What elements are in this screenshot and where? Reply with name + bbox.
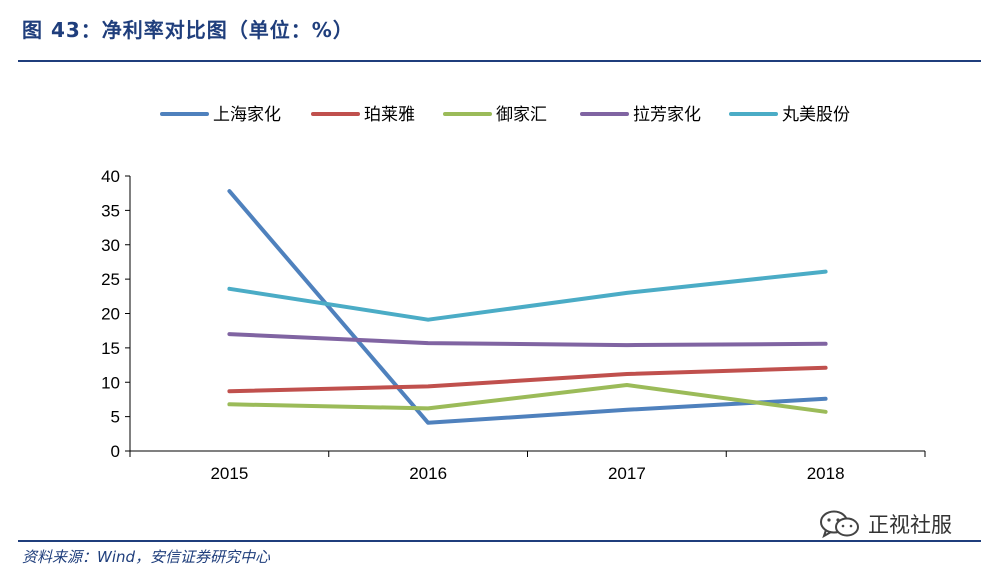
x-tick-label: 2015	[210, 464, 248, 483]
x-tick-label: 2017	[608, 464, 646, 483]
wechat-icon	[820, 510, 859, 539]
y-tick-label: 5	[111, 408, 120, 427]
y-tick-label: 20	[101, 305, 120, 324]
chart-series-lines	[227, 189, 828, 425]
figure-title: 图 43：净利率对比图（单位：%）	[22, 18, 354, 42]
footer-divider	[18, 540, 981, 542]
legend-label: 拉芳家化	[633, 105, 701, 125]
chart-legend: 上海家化 珀莱雅 御家汇 拉芳家化 丸美股份	[160, 105, 850, 125]
y-tick-label: 15	[101, 339, 120, 358]
y-tick-label: 0	[111, 442, 120, 461]
legend-label: 上海家化	[213, 105, 281, 125]
legend-label: 丸美股份	[782, 105, 850, 125]
source-note: 资料来源：Wind，安信证券研究中心	[22, 548, 271, 566]
y-tick-label: 30	[101, 236, 120, 255]
series-line-2	[227, 365, 828, 394]
series-line-4	[227, 332, 828, 348]
series-line-3	[227, 383, 828, 414]
legend-label: 御家汇	[496, 105, 547, 125]
y-tick-label: 25	[101, 270, 120, 289]
legend-label: 珀莱雅	[364, 105, 415, 125]
y-tick-label: 35	[101, 201, 120, 220]
series-line-1	[227, 189, 828, 425]
title-divider	[18, 60, 981, 62]
y-tick-label: 10	[101, 373, 120, 392]
chart-axes: 0 5 10 15 20 25 30 35 40 2015 2016 2017 2018	[101, 167, 926, 483]
x-tick-label: 2018	[807, 464, 845, 483]
x-tick-label: 2016	[409, 464, 447, 483]
watermark: 正视社服	[818, 509, 952, 539]
watermark-text: 正视社服	[868, 513, 952, 537]
series-line-5	[227, 269, 828, 322]
y-tick-label: 40	[101, 167, 120, 186]
